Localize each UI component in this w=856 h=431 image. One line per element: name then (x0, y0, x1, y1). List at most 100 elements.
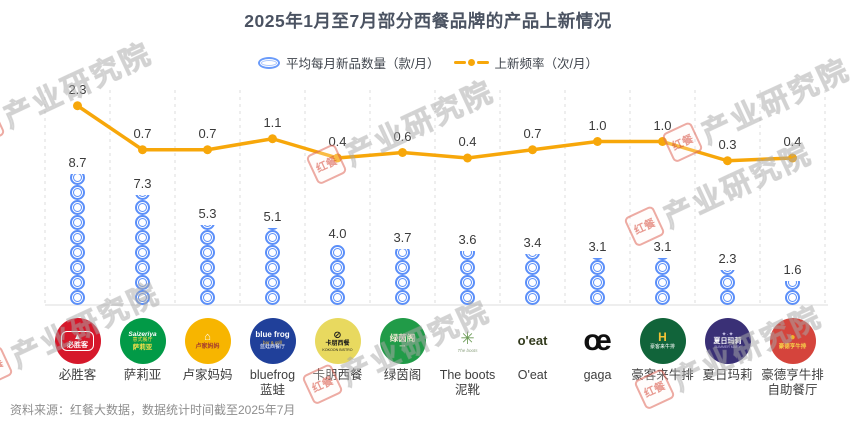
ring-icon (200, 290, 215, 305)
ring-icon (525, 275, 540, 290)
partial-ring-icon (265, 228, 280, 230)
partial-ring-icon (785, 281, 800, 290)
new-product-ring-stack (200, 225, 215, 305)
brand-label: 必胜客 (30, 368, 126, 383)
ring-icon (70, 245, 85, 260)
brand-label: 绿茵阁 (355, 368, 451, 383)
ring-icon (70, 185, 85, 200)
brand-label-line: 必胜客 (58, 368, 97, 382)
ring-icon (135, 275, 150, 290)
brand-logo-text: o'eat (517, 332, 548, 348)
ring-icon (330, 290, 345, 305)
brand-label-line: 夏日玛莉 (702, 368, 753, 382)
brand-logo-text: 蓝蛙西餐厅 (259, 344, 285, 351)
partial-ring-icon (460, 251, 475, 260)
brand-logo: ● 豪德亨牛排 (769, 318, 816, 364)
partial-ring-icon (200, 225, 215, 230)
partial-ring-icon (590, 258, 605, 260)
brand-label-line: 豪德亨牛排 (761, 368, 824, 382)
ring-icon (720, 275, 735, 290)
brand-label: bluefrog 蓝蛙 (225, 368, 321, 398)
brand-logo-text: 萨莉亚 (132, 343, 153, 351)
new-product-ring-stack (525, 254, 540, 305)
brand-logo-text: 意式餐厅 (132, 337, 153, 344)
ring-icon (330, 275, 345, 290)
ring-icon (70, 230, 85, 245)
brand-logo: ✦·✦ 夏日玛莉 SUMMER MARY (704, 318, 751, 364)
brand-logo-text: ✦·✦ (721, 331, 734, 338)
ring-icon (460, 260, 475, 275)
new-product-value-label: 2.3 (718, 251, 737, 266)
frequency-value-label: 0.4 (328, 134, 347, 149)
brand-label-line: 卡朋西餐 (312, 368, 363, 382)
ring-icon (330, 245, 345, 260)
ring-icon (395, 260, 410, 275)
brand-logo: œ (575, 318, 621, 364)
brand-label-line: 豪客来牛排 (631, 368, 694, 382)
brand-logo-text: ✳ (460, 328, 475, 348)
brand-logo-text: 豪德亨牛排 (778, 343, 807, 350)
frequency-value-label: 0.3 (718, 136, 737, 152)
brand-label-line: 萨莉亚 (123, 368, 162, 382)
ring-icon (590, 275, 605, 290)
frequency-dot (398, 148, 407, 157)
frequency-value-label: 1.0 (588, 117, 607, 133)
brand-logo-frame: ▲ 必胜客 (61, 330, 94, 352)
frequency-dot (463, 153, 472, 163)
brand-label-line: 泥靴 (454, 383, 480, 397)
frequency-dot (73, 101, 82, 111)
legend-label-frequency: 上新频率（次/月） (494, 57, 598, 71)
new-product-ring-stack (265, 228, 280, 305)
new-product-ring-stack (395, 249, 410, 305)
new-product-ring-stack (330, 245, 345, 305)
data-source-note: 资料来源：红餐大数据，数据统计时间截至2025年7月 (10, 403, 296, 417)
new-product-value-label: 1.6 (783, 262, 802, 277)
new-product-value-label: 8.7 (68, 155, 87, 170)
brand-logo-text: KOKOON BISTRO (322, 347, 353, 352)
brand-logo-text: 豪客来牛排 (649, 343, 675, 350)
ring-icon (70, 174, 85, 185)
ring-icon (395, 290, 410, 305)
ring-icon (460, 251, 475, 260)
frequency-dot (658, 137, 667, 146)
frequency-dot (138, 145, 147, 155)
brand-label: 萨莉亚 (95, 368, 191, 383)
brand-logo-text: 卡朋西餐 (325, 341, 350, 348)
ring-icon (135, 290, 150, 305)
brand-label-line: The boots (439, 368, 496, 382)
frequency-value-label: 0.4 (783, 134, 802, 149)
ring-icon (330, 260, 345, 275)
brand-label-line: 蓝蛙 (259, 383, 285, 397)
frequency-line (75, 104, 795, 163)
new-product-value-label: 3.1 (588, 239, 607, 254)
new-product-ring-stack (785, 281, 800, 305)
brand-logo: ⌂ 卢家妈妈 (184, 318, 231, 364)
brand-logo-text: 绿茵阁 (389, 333, 416, 343)
ring-icon (135, 245, 150, 260)
brand-logo: ▲ 必胜客 (54, 318, 101, 364)
ring-icon (135, 215, 150, 230)
brand-logo-text: 夏日玛莉 (713, 338, 742, 346)
frequency-dot (528, 145, 537, 155)
ring-icon (785, 281, 800, 290)
brand-logo: o'eat (510, 318, 556, 364)
frequency-value-label: 1.1 (263, 114, 282, 130)
new-product-ring-stack (460, 251, 475, 305)
frequency-dot (333, 153, 342, 163)
ring-icon (70, 290, 85, 305)
frequency-dot (268, 134, 277, 144)
new-product-ring-stack (135, 195, 150, 305)
new-product-value-label: 7.3 (133, 176, 152, 191)
brand-label: gaga (550, 368, 646, 383)
new-product-value-label: 3.6 (458, 232, 477, 247)
frequency-dot (593, 137, 602, 146)
legend-label-new-products: 平均每月新品数量（款/月） (286, 57, 440, 71)
partial-ring-icon (525, 254, 540, 260)
ring-icon (655, 260, 670, 275)
ring-icon (590, 290, 605, 305)
ring-icon (460, 290, 475, 305)
partial-ring-icon (655, 258, 670, 260)
brand-logo: H 豪客来牛排 (639, 318, 686, 364)
